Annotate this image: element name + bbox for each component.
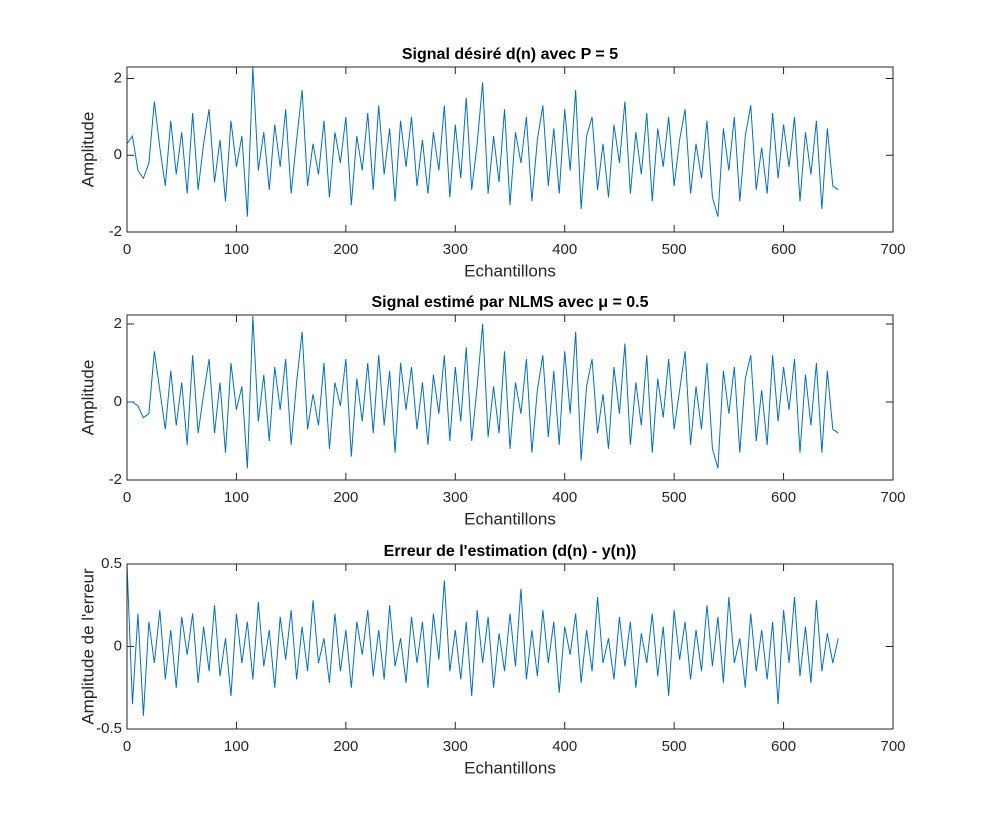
y-tick-label: 0.5 — [101, 555, 122, 572]
chart-title: Signal estimé par NLMS avec μ = 0.5 — [371, 294, 648, 311]
x-tick-label: 700 — [880, 738, 905, 755]
y-tick-label: -2 — [109, 471, 122, 488]
x-axis-label: Echantillons — [464, 261, 556, 280]
data-line — [127, 316, 839, 469]
axes-frame — [126, 314, 894, 481]
x-tick-label: 100 — [224, 489, 249, 506]
x-tick-label: 600 — [771, 738, 796, 755]
x-tick-label: 400 — [552, 489, 577, 506]
y-tick-label: 0 — [114, 393, 122, 410]
x-tick-label: 100 — [224, 738, 249, 755]
y-axis-label: Amplitude — [78, 112, 97, 188]
y-tick-label: 0 — [114, 637, 122, 654]
data-line — [126, 563, 839, 716]
axes-box — [127, 67, 893, 232]
x-tick-label: 600 — [771, 489, 796, 506]
y-axis-label: Amplitude de l'erreur — [78, 568, 97, 725]
y-tick-label: 2 — [114, 69, 122, 86]
x-tick-label: 700 — [880, 241, 905, 258]
x-tick-label: 400 — [552, 241, 577, 258]
y-tick-label: 0 — [114, 146, 122, 163]
y-tick-label: -2 — [109, 223, 122, 240]
x-tick-label: 300 — [443, 241, 468, 258]
y-axis-label: Amplitude — [78, 360, 97, 436]
x-tick-label: 100 — [224, 241, 249, 258]
x-tick-label: 0 — [123, 489, 131, 506]
x-tick-label: 0 — [123, 241, 131, 258]
x-tick-label: 0 — [123, 738, 131, 755]
x-tick-label: 300 — [443, 489, 468, 506]
y-tick-label: 2 — [114, 315, 122, 332]
axes-box — [127, 315, 893, 480]
chart-title: Erreur de l'estimation (d(n) - y(n)) — [384, 543, 637, 560]
x-tick-label: 200 — [333, 738, 358, 755]
x-tick-label: 700 — [880, 489, 905, 506]
x-tick-label: 500 — [662, 241, 687, 258]
chart-title: Signal désiré d(n) avec P = 5 — [402, 46, 618, 63]
data-line — [126, 66, 839, 217]
axes-frame — [126, 563, 894, 730]
x-axis-label: Echantillons — [464, 509, 556, 528]
x-tick-label: 200 — [333, 489, 358, 506]
x-tick-label: 400 — [552, 738, 577, 755]
x-tick-label: 500 — [662, 738, 687, 755]
axes-frame — [126, 66, 894, 233]
x-tick-label: 200 — [333, 241, 358, 258]
x-tick-label: 600 — [771, 241, 796, 258]
x-tick-label: 500 — [662, 489, 687, 506]
x-axis-label: Echantillons — [464, 758, 556, 777]
y-tick-label: -0.5 — [96, 720, 122, 737]
x-tick-label: 300 — [443, 738, 468, 755]
